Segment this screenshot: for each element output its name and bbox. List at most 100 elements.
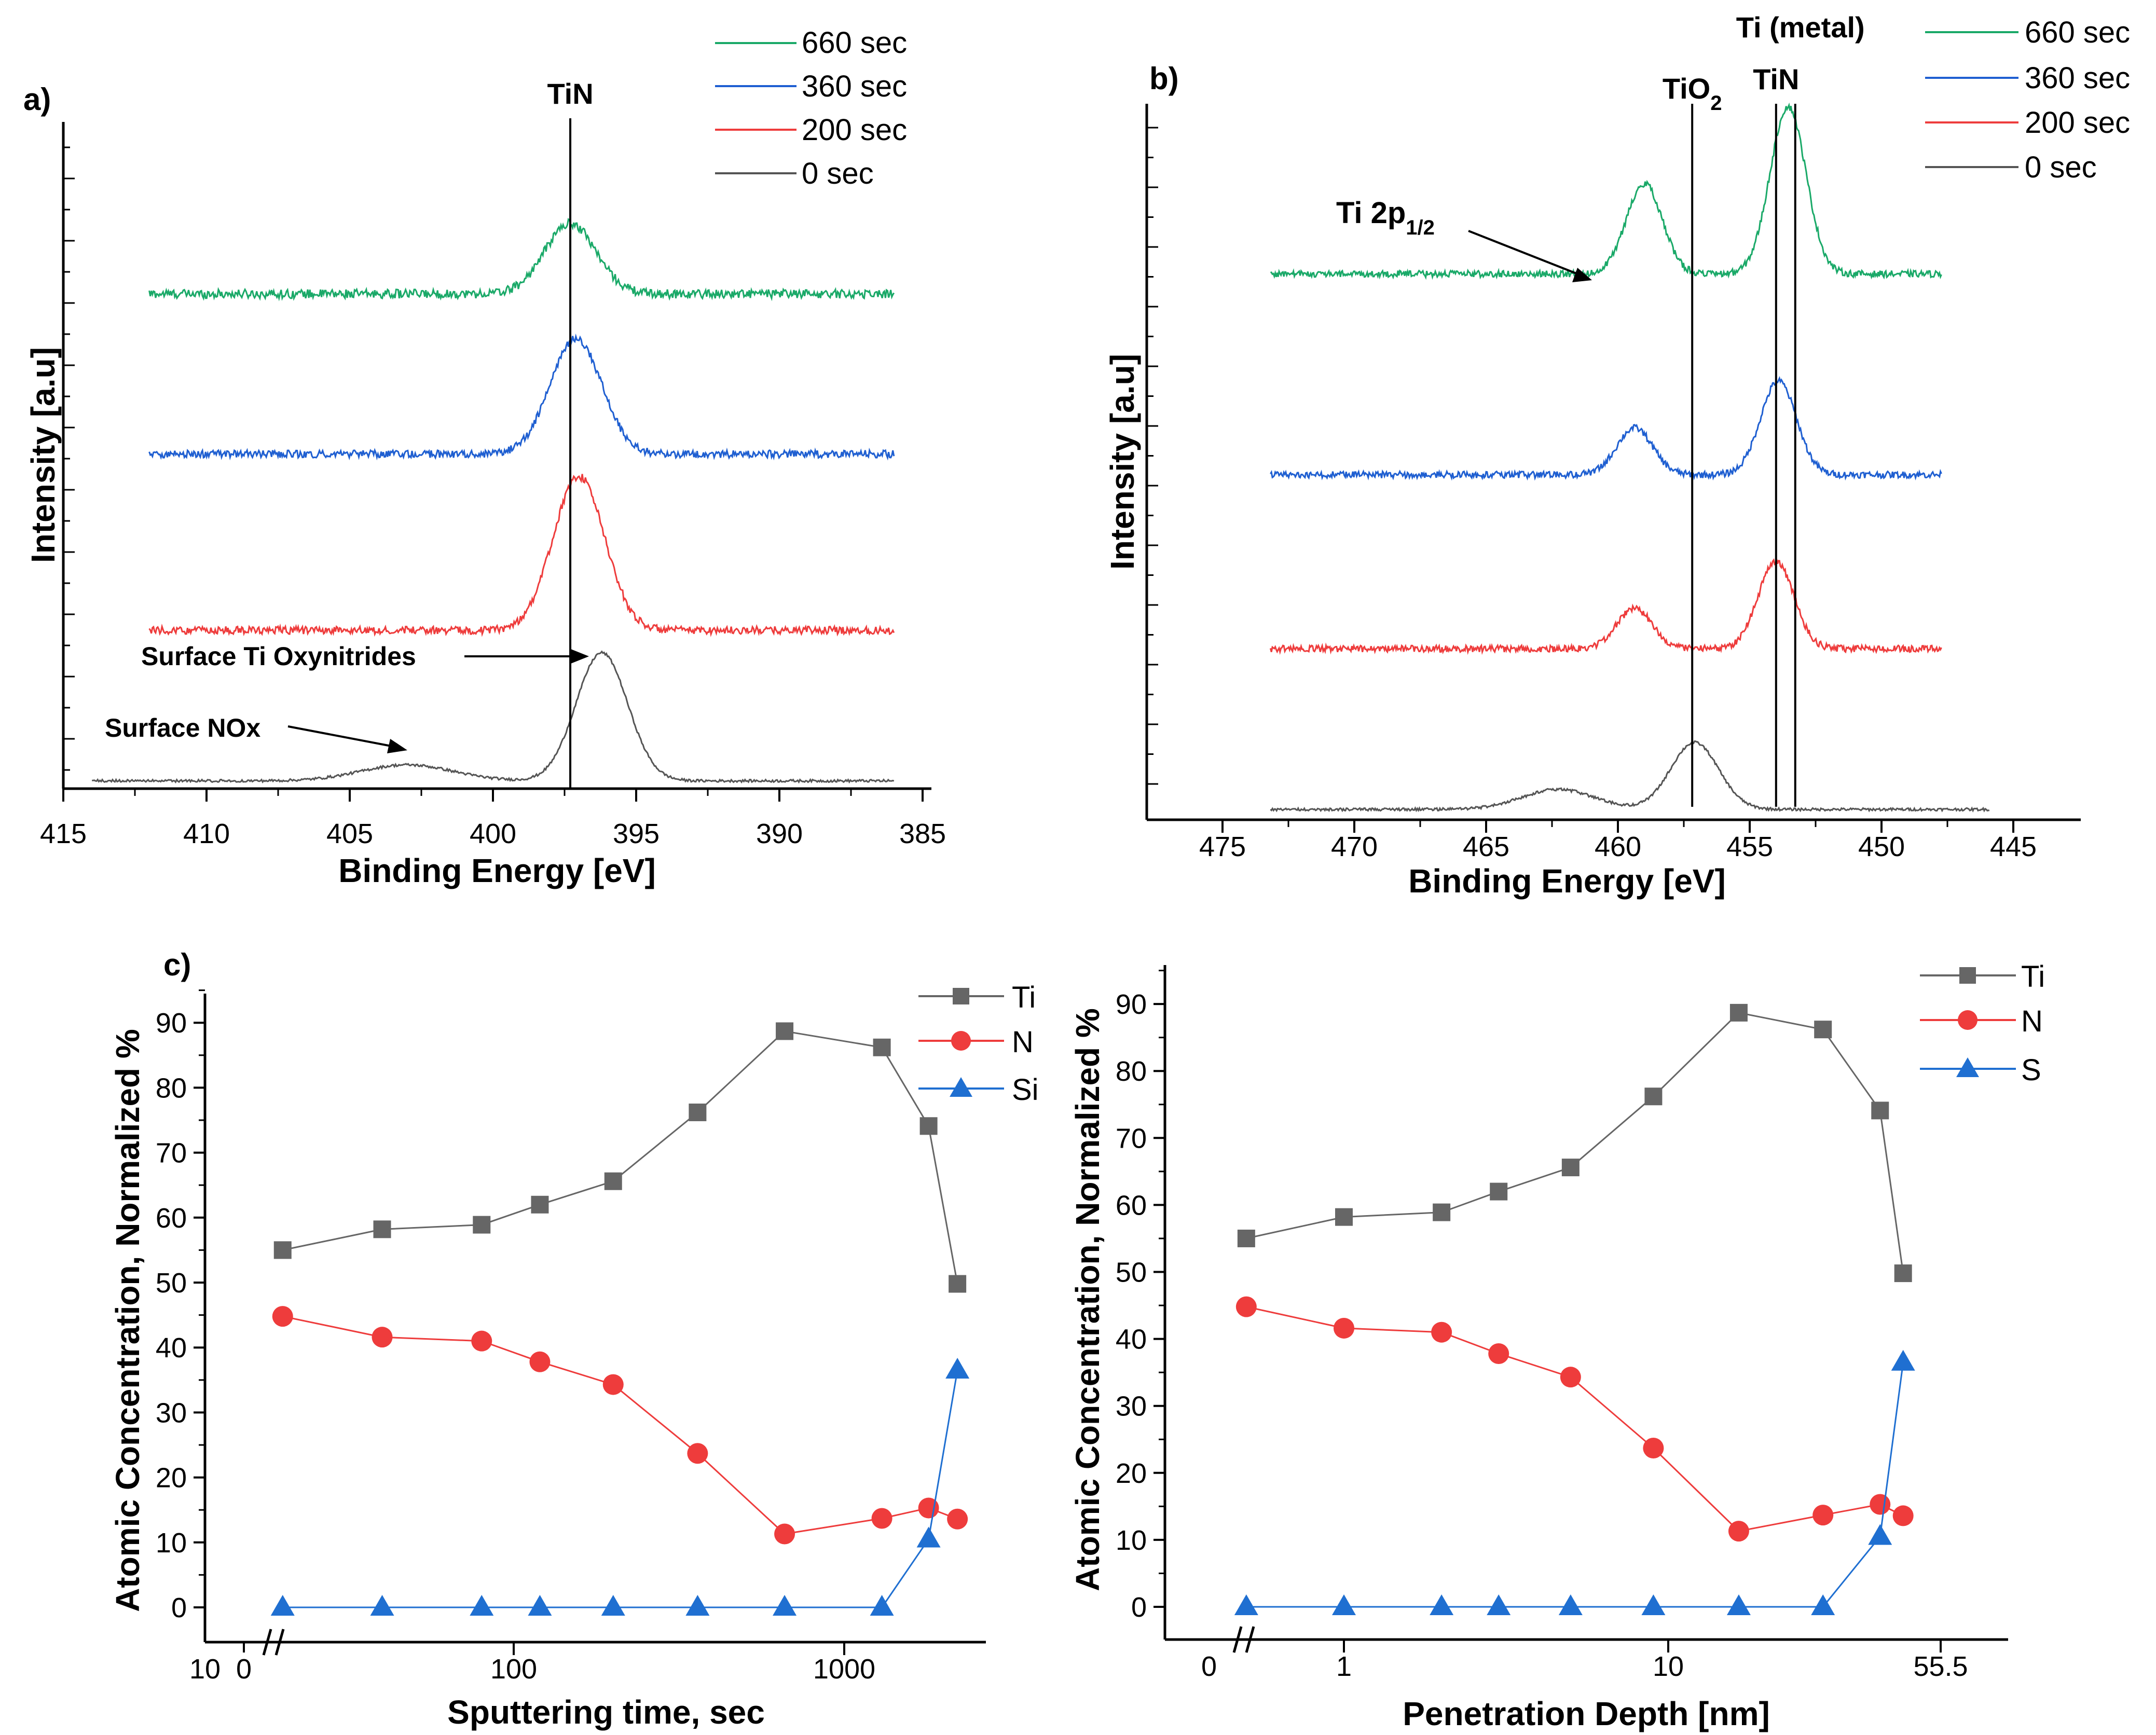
point-c-Si-3 <box>528 1595 552 1616</box>
point-d-N-5 <box>1643 1438 1664 1459</box>
panel-a-xtick-label: 415 <box>40 818 87 849</box>
panel-d-xlabel: Penetration Depth [nm] <box>1403 1695 1770 1732</box>
vline-label-a-TiN: TiN <box>547 77 593 110</box>
point-d-Si-7 <box>1811 1594 1835 1615</box>
arrowhead-ti-2p <box>1572 268 1592 282</box>
panel-c-label: c) <box>163 947 191 982</box>
series-line-d-Si <box>1246 1362 1904 1608</box>
legend-c-label-si: Si <box>1012 1073 1039 1107</box>
point-d-Ti-5 <box>1644 1087 1663 1106</box>
point-c-N-5 <box>687 1443 708 1464</box>
point-c-N-1 <box>372 1327 393 1348</box>
point-d-N-1 <box>1334 1317 1354 1339</box>
panel-d-xtick-1: 1 <box>1336 1651 1352 1682</box>
point-c-Ti-1 <box>373 1220 391 1238</box>
panel-c-ytick-label: 0 <box>171 1592 187 1623</box>
point-d-Ti-7 <box>1814 1021 1832 1039</box>
panel-c-ytick-label: 60 <box>156 1203 187 1234</box>
spectrum-b-360-sec <box>1270 376 1942 481</box>
point-d-N-4 <box>1560 1367 1581 1388</box>
panel-d-plot <box>1234 1003 1915 1615</box>
legend-d-label-n: N <box>2021 1004 2043 1038</box>
point-d-Si-5 <box>1641 1594 1666 1615</box>
vline-label-b-TiN: TiN <box>1753 63 1799 95</box>
point-d-Si-9 <box>1891 1350 1915 1371</box>
spectrum-a-660-sec <box>148 217 895 301</box>
point-c-N-4 <box>602 1374 624 1395</box>
panel-c-xtick-1000: 1000 <box>813 1654 875 1685</box>
panel-b-xlabel: Binding Energy [eV] <box>1408 862 1726 900</box>
point-d-N-8 <box>1870 1494 1891 1515</box>
point-c-Si-4 <box>601 1595 625 1616</box>
panel-c-ylabel: Atomic Concentration, Normalized % <box>109 1029 146 1612</box>
point-c-Ti-7 <box>873 1038 891 1056</box>
panel-c-axis-break <box>262 1629 285 1656</box>
point-d-Si-1 <box>1332 1594 1356 1615</box>
legend-b-label-200: 200 sec <box>2025 106 2130 140</box>
point-d-Ti-9 <box>1894 1264 1912 1283</box>
legend-d-label-ti: Ti <box>2021 960 2045 994</box>
point-d-Si-2 <box>1430 1594 1454 1615</box>
panel-d-ytick-label: 70 <box>1116 1123 1147 1154</box>
legend-d-marker-ti <box>1959 967 1976 984</box>
legend-b-label-0: 0 sec <box>2025 150 2097 184</box>
panel-c-ytick-label: 70 <box>156 1138 187 1169</box>
panel-b-ylabel: Intensity [a.u] <box>1104 354 1141 570</box>
panel-b-xtick-label: 455 <box>1726 831 1773 862</box>
panel-d-legend: Ti N S <box>1920 960 2045 1087</box>
panel-d-ytick-label: 10 <box>1116 1525 1147 1556</box>
panel-b-xtick-label: 450 <box>1858 831 1905 862</box>
legend-b-label-660: 660 sec <box>2025 16 2130 49</box>
panel-a-plot <box>92 217 895 784</box>
point-d-Ti-2 <box>1433 1203 1451 1221</box>
panel-a-xtick-label: 385 <box>899 818 946 849</box>
point-c-N-9 <box>947 1508 968 1530</box>
point-d-Si-3 <box>1487 1594 1511 1615</box>
panel-a-xtick-label: 410 <box>183 818 230 849</box>
panel-c-xtick-0: 0 <box>236 1654 252 1685</box>
point-c-Ti-2 <box>473 1216 491 1234</box>
panel-b-xtick-label: 470 <box>1331 831 1378 862</box>
spectrum-b-0-sec <box>1270 740 1990 813</box>
point-d-N-0 <box>1235 1296 1257 1317</box>
spectrum-a-200-sec <box>148 474 895 638</box>
panel-d-xtick-55-5: 55.5 <box>1913 1651 1968 1682</box>
panel-a-xlabel: Binding Energy [eV] <box>338 852 656 889</box>
point-d-Si-6 <box>1726 1594 1751 1615</box>
panel-a-ylabel: Intensity [a.u] <box>24 347 62 563</box>
legend-d-marker-si <box>1956 1057 1979 1077</box>
point-d-Ti-1 <box>1335 1208 1353 1226</box>
point-d-Si-4 <box>1558 1594 1583 1615</box>
point-c-Si-9 <box>945 1358 970 1379</box>
panel-d-ytick-label: 20 <box>1116 1458 1147 1489</box>
series-line-c-Si <box>282 1370 958 1608</box>
legend-d-marker-n <box>1958 1010 1978 1030</box>
panel-c-ytick-label: 90 <box>156 1008 187 1039</box>
point-c-N-6 <box>774 1523 795 1545</box>
point-c-Si-5 <box>685 1595 710 1616</box>
panel-a-xtick-label: 390 <box>756 818 803 849</box>
spectrum-b-200-sec <box>1269 558 1942 655</box>
point-c-Ti-8 <box>919 1117 938 1135</box>
panel-d-xtick-10: 10 <box>1653 1651 1684 1682</box>
series-line-d-Ti <box>1246 1012 1904 1274</box>
point-d-N-2 <box>1431 1321 1452 1343</box>
point-c-Ti-4 <box>604 1172 622 1190</box>
panel-d-xtick-0: 0 <box>1201 1651 1217 1682</box>
panel-a-xtick-label: 405 <box>326 818 373 849</box>
legend-c-marker-si <box>950 1077 972 1097</box>
point-d-Ti-8 <box>1871 1101 1889 1120</box>
legend-c-label-n: N <box>1012 1025 1034 1059</box>
panel-d-ytick-label: 80 <box>1116 1056 1147 1087</box>
panel-d-ytick-label: 30 <box>1116 1391 1147 1422</box>
panel-a-xtick-label: 395 <box>613 818 660 849</box>
point-d-Si-0 <box>1234 1594 1258 1615</box>
legend-b-label-360: 360 sec <box>2025 61 2130 95</box>
panel-a: 415 410 405 400 395 390 385 TiN a) Binding Ene… <box>23 26 946 889</box>
point-d-Ti-0 <box>1237 1229 1255 1247</box>
panel-d-ytick-label: 50 <box>1116 1257 1147 1288</box>
point-d-N-9 <box>1892 1505 1914 1526</box>
